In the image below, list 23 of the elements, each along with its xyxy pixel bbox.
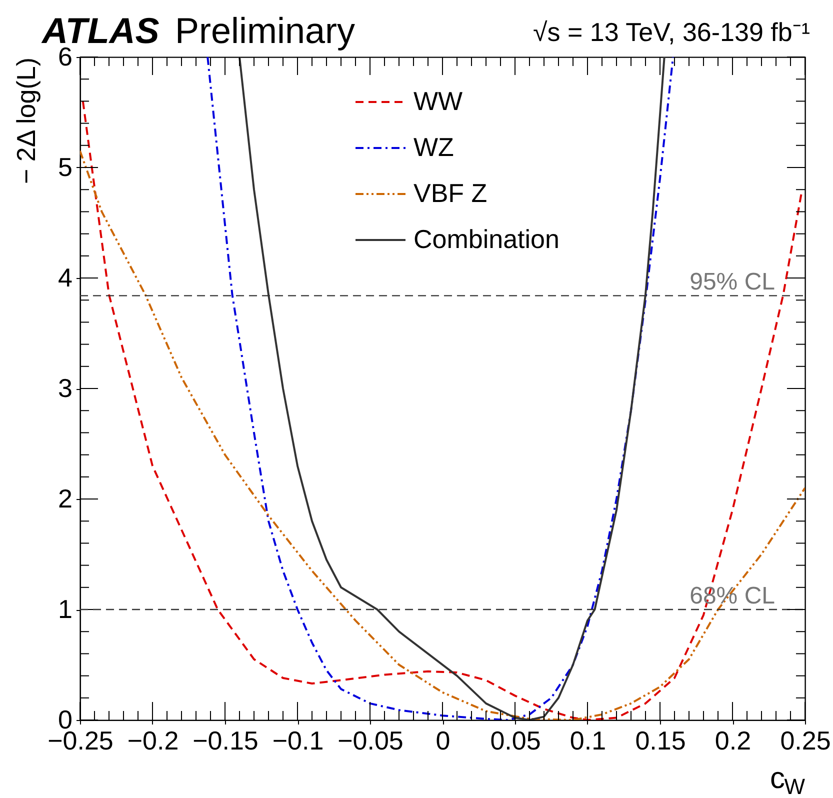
ref-line-label: 95% CL bbox=[690, 268, 775, 296]
x-tick-label: 0 bbox=[436, 726, 450, 756]
text: √s = 13 TeV, 36-139 fb⁻¹ bbox=[533, 17, 810, 47]
y-tick-label: 4 bbox=[58, 262, 72, 292]
legend-label: VBF Z bbox=[414, 178, 488, 208]
x-tick-label: −0.2 bbox=[127, 726, 179, 756]
legend-label: Combination bbox=[414, 224, 560, 254]
x-tick-label: 0.25 bbox=[780, 726, 831, 756]
legend-label: WZ bbox=[414, 132, 454, 162]
y-axis-title: − 2Δ log(L) bbox=[11, 58, 42, 184]
x-tick-label: 0.15 bbox=[635, 726, 686, 756]
x-tick-label: −0.1 bbox=[272, 726, 324, 756]
x-tick-label: 0.2 bbox=[714, 726, 752, 756]
x-tick-label: −0.05 bbox=[338, 726, 404, 756]
y-tick-label: 5 bbox=[58, 152, 72, 182]
x-tick-label: 0.05 bbox=[490, 726, 541, 756]
y-tick-label: 1 bbox=[58, 594, 72, 624]
ref-line-label: 68% CL bbox=[690, 582, 775, 610]
y-tick-label: 2 bbox=[58, 484, 72, 514]
y-tick-label: 3 bbox=[58, 373, 72, 403]
x-tick-label: 0.1 bbox=[570, 726, 606, 756]
x-tick-label: −0.15 bbox=[192, 726, 258, 756]
legend-label: WW bbox=[414, 86, 464, 116]
